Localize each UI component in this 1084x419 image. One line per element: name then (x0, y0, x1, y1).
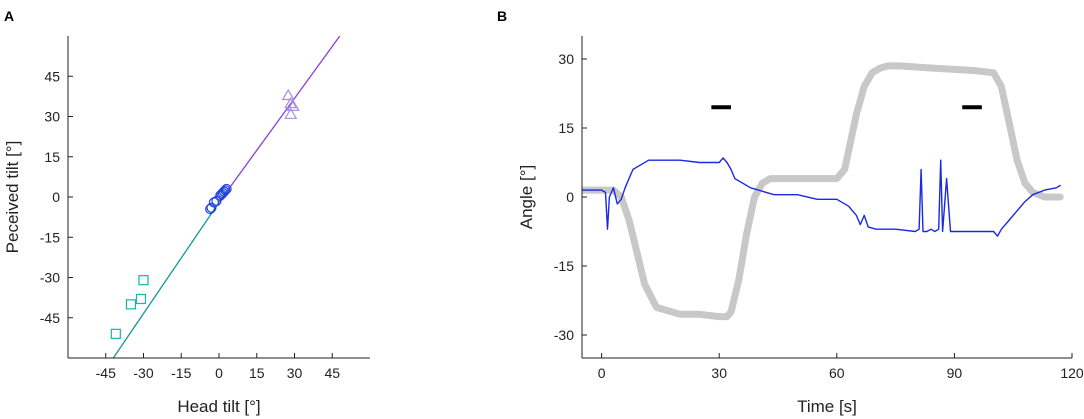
x-tick-label: 0 (598, 365, 606, 381)
x-tick-label: -30 (133, 365, 153, 381)
x-tick-label: 90 (947, 365, 963, 381)
panel-label: B (497, 8, 507, 24)
data-point-triangle (286, 99, 300, 111)
data-point-square (135, 293, 147, 305)
x-tick-label: 60 (829, 365, 845, 381)
data-point-square (125, 299, 137, 310)
y-tick-label: -15 (554, 258, 574, 274)
plot-area (110, 36, 341, 358)
y-tick-label: 30 (44, 109, 60, 125)
data-point-circle (208, 197, 220, 208)
y-tick-label: -45 (40, 310, 60, 326)
y-tick-label: -30 (554, 327, 574, 343)
x-tick-label: 15 (249, 365, 265, 381)
y-tick-label: 45 (44, 68, 60, 84)
y-tick-label: 0 (566, 189, 574, 205)
x-tick-label: 30 (287, 365, 303, 381)
regression-line-2 (218, 36, 341, 203)
panel-a: A -45 -30 -15 0 15 30 45 -45 -30 -15 0 15 30 45 Head ti… (3, 8, 370, 416)
regression-line-1 (112, 202, 220, 358)
x-axis-label: Head tilt [°] (177, 397, 260, 416)
y-tick-label: -15 (40, 229, 60, 245)
data-point-triangle (281, 88, 295, 101)
data-point-circle (220, 185, 231, 196)
y-tick-label: 0 (52, 189, 60, 205)
x-tick-label: -45 (96, 365, 116, 381)
x-tick-label: -15 (171, 365, 191, 381)
panel-label: A (4, 8, 14, 24)
data-point-circle (218, 186, 230, 197)
panel-b: B 0 30 60 90 120 -30 -15 0 15 30 Time [s] Angle [°] (497, 8, 1084, 416)
y-tick-label: 15 (44, 149, 60, 165)
series-line-1 (582, 62, 1064, 321)
y-tick-label: 30 (558, 51, 574, 67)
x-tick-label: 30 (711, 365, 727, 381)
data-point-square (138, 275, 149, 286)
y-axis-label: Peceived tilt [°] (3, 141, 22, 254)
x-axis-label: Time [s] (797, 397, 857, 416)
y-tick-label: 15 (558, 120, 574, 136)
data-point-square (110, 328, 121, 339)
data-point-triangle (284, 107, 298, 119)
series-line-2 (582, 157, 1061, 237)
x-tick-label: 120 (1060, 365, 1084, 381)
data-point-circle (221, 183, 232, 195)
data-point-circle (206, 202, 217, 213)
data-point-circle (211, 195, 222, 207)
y-axis-label: Angle [°] (517, 165, 536, 229)
x-tick-label: 45 (324, 365, 340, 381)
plot-area (582, 62, 1064, 321)
x-tick-label: 0 (215, 365, 223, 381)
data-point-triangle (284, 96, 298, 109)
y-tick-label: -30 (40, 270, 60, 286)
